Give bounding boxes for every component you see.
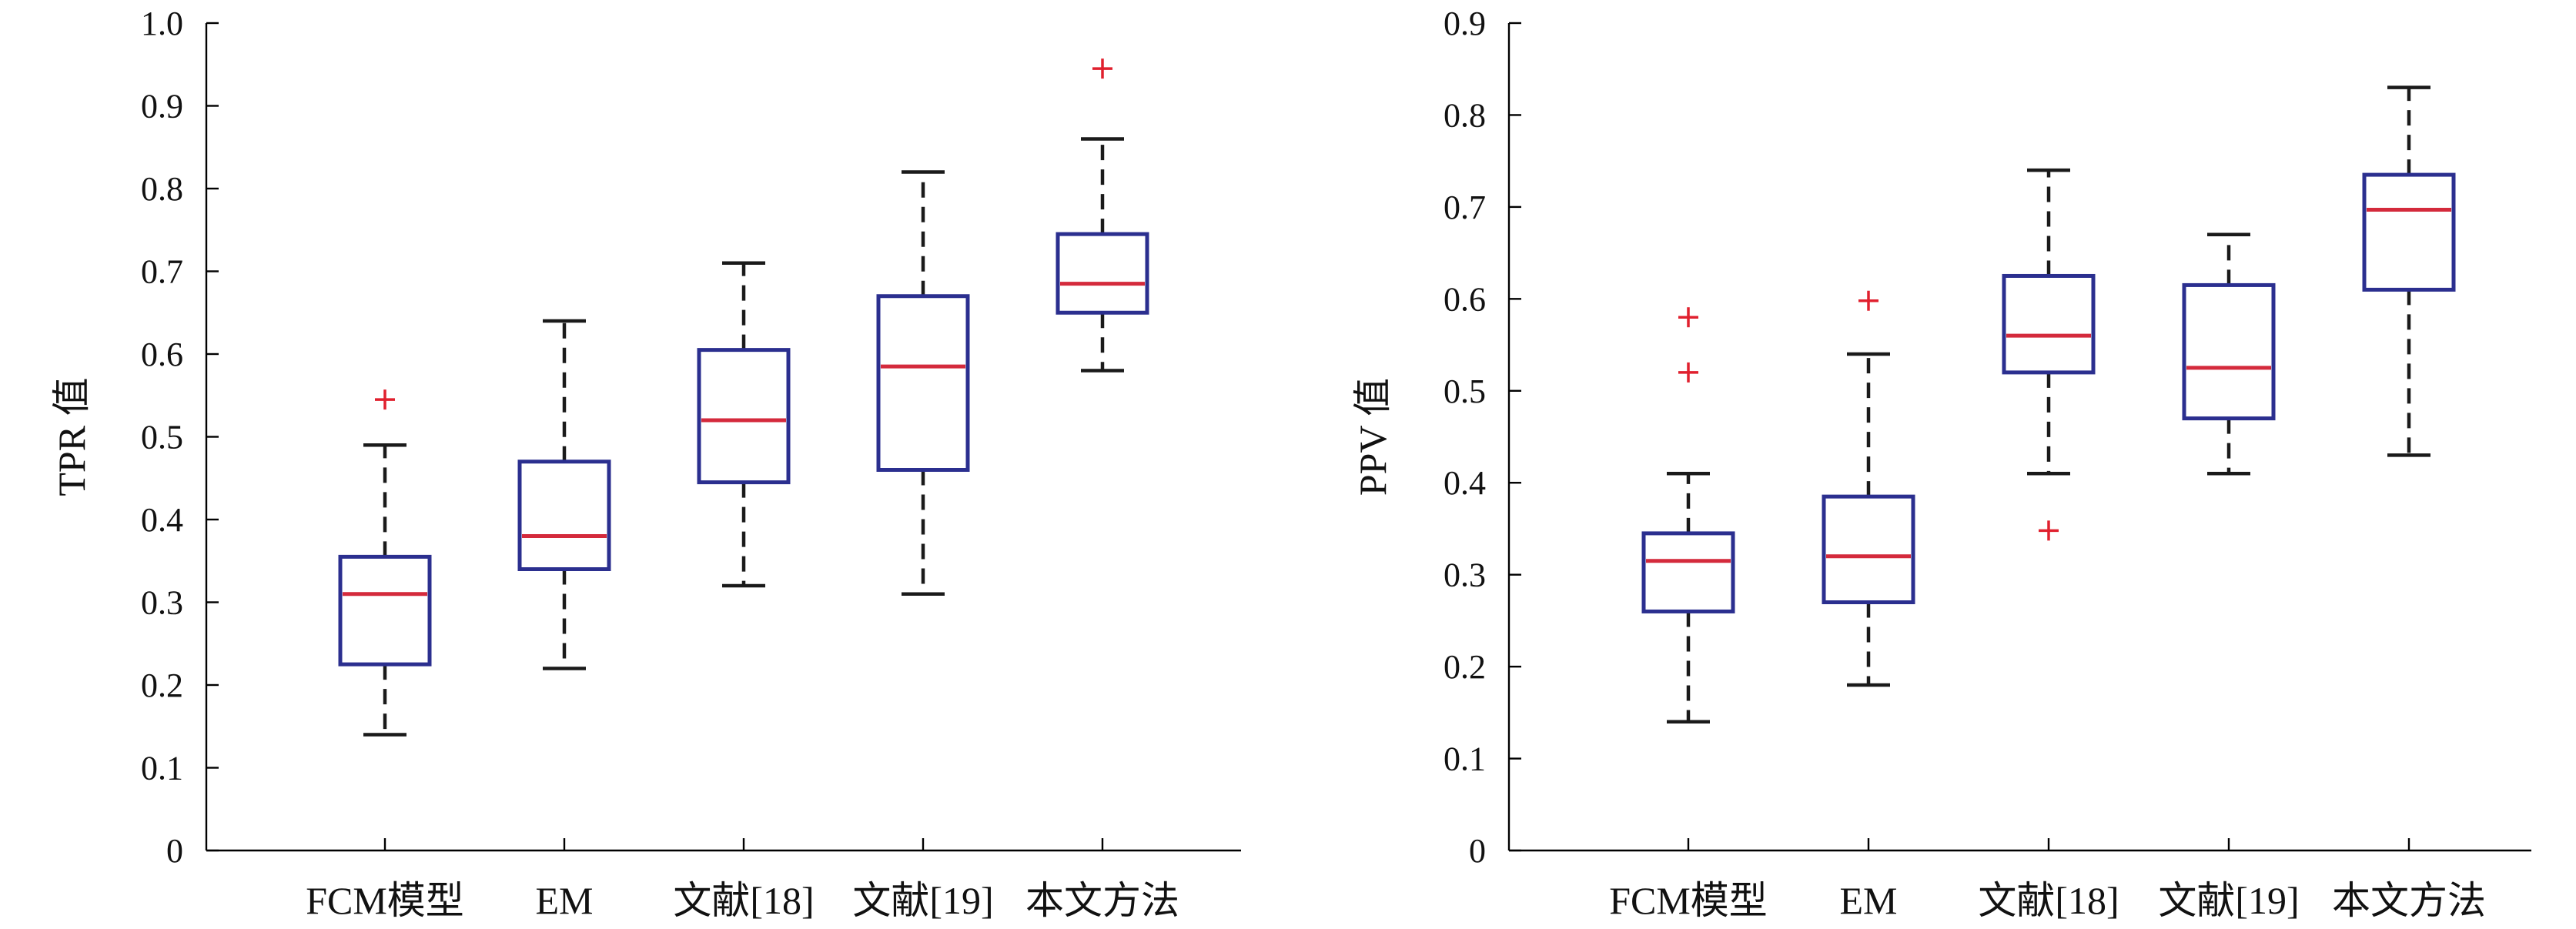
y-tick-label: 0.1 bbox=[1444, 740, 1486, 778]
box-3 bbox=[2182, 232, 2276, 476]
y-tick-label: 0.7 bbox=[1444, 189, 1486, 226]
x-category-label: EM bbox=[536, 879, 594, 922]
y-tick-label: 0.5 bbox=[141, 419, 183, 456]
y-axis-title: PPV 值 bbox=[1351, 378, 1394, 496]
y-tick-label: 1.0 bbox=[141, 5, 183, 42]
x-category-label: FCM模型 bbox=[1609, 879, 1768, 922]
y-tick-label: 0 bbox=[1469, 832, 1486, 870]
y-tick-label: 0.6 bbox=[1444, 280, 1486, 318]
outlier-marker bbox=[375, 389, 395, 410]
iqr-box bbox=[1055, 232, 1149, 315]
iqr-box bbox=[338, 554, 432, 667]
x-category-label: 文献[19] bbox=[852, 879, 993, 922]
iqr-box bbox=[2362, 172, 2456, 292]
ppv-boxplot-panel: 0 0.1 0.2 0.3 0.4 0.5 0.6 0.7 0.8 0.9 PPV 值 FCM模型 EM… bbox=[1351, 5, 2531, 922]
box-1 bbox=[517, 319, 611, 670]
y-tick-label: 0.2 bbox=[141, 667, 183, 704]
y-tick-label: 0.4 bbox=[141, 501, 183, 539]
iqr-box bbox=[2002, 273, 2096, 375]
y-tick-label: 0.4 bbox=[1444, 464, 1486, 502]
iqr-box bbox=[697, 348, 791, 485]
x-category-label: FCM模型 bbox=[306, 879, 464, 922]
y-tick-label: 0.3 bbox=[1444, 556, 1486, 594]
box-1 bbox=[1822, 290, 1915, 687]
x-category-label: 文献[18] bbox=[673, 879, 814, 922]
outlier-marker bbox=[1858, 290, 1878, 311]
x-category-label: 本文方法 bbox=[1025, 879, 1179, 922]
y-tick-label: 0.9 bbox=[1444, 5, 1486, 42]
iqr-box bbox=[1822, 494, 1915, 605]
box-3 bbox=[876, 170, 970, 596]
y-tick-label: 0.8 bbox=[1444, 96, 1486, 134]
x-category-label: 本文方法 bbox=[2332, 879, 2486, 922]
x-category-label: 文献[18] bbox=[1978, 879, 2119, 922]
y-tick-label: 0.3 bbox=[141, 584, 183, 622]
y-tick-label: 0.8 bbox=[141, 170, 183, 208]
y-tick-label: 0.2 bbox=[1444, 648, 1486, 686]
iqr-box bbox=[2182, 282, 2276, 421]
outlier-marker bbox=[2039, 520, 2059, 541]
y-tick-label: 0.7 bbox=[141, 253, 183, 291]
x-category-label: 文献[19] bbox=[2158, 879, 2299, 922]
iqr-box bbox=[517, 459, 611, 571]
x-category-label: EM bbox=[1840, 879, 1898, 922]
box-0 bbox=[1641, 307, 1735, 724]
box-2 bbox=[697, 261, 791, 588]
box-2 bbox=[2002, 168, 2096, 541]
iqr-box bbox=[876, 294, 970, 472]
y-tick-label: 0.6 bbox=[141, 336, 183, 373]
box-4 bbox=[2362, 85, 2456, 457]
y-tick-label: 0.9 bbox=[141, 88, 183, 125]
iqr-box bbox=[1641, 531, 1735, 613]
box-4 bbox=[1055, 58, 1149, 373]
outlier-marker bbox=[1092, 58, 1112, 79]
y-tick-label: 0 bbox=[166, 832, 183, 870]
outlier-marker bbox=[1678, 307, 1698, 328]
outlier-marker bbox=[1678, 362, 1698, 383]
y-axis-title: TPR 值 bbox=[50, 377, 93, 496]
tpr-boxplot-panel: 0 0.1 0.2 0.3 0.4 0.5 0.6 0.7 0.8 0.9 1.0 TPR 值 FCM模… bbox=[50, 5, 1241, 922]
box-0 bbox=[338, 389, 432, 737]
y-tick-label: 0.5 bbox=[1444, 373, 1486, 410]
y-tick-label: 0.1 bbox=[141, 750, 183, 787]
